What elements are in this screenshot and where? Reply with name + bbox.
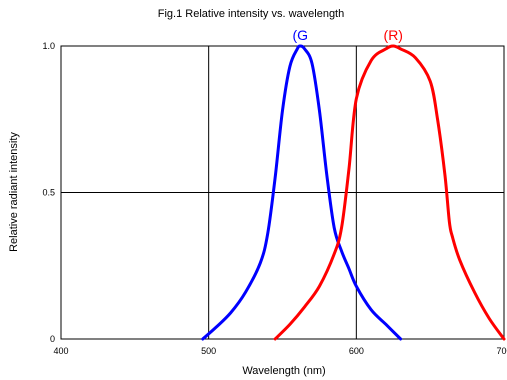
x-tick-label: 500 (201, 346, 216, 356)
y-tick-labels: 0 0.5 1.0 (42, 41, 55, 344)
x-tick-labels: 400 500 600 700 (53, 346, 507, 356)
series-label-r: (R) (384, 27, 403, 43)
series-line-r (273, 44, 506, 341)
x-tick-label: 400 (53, 346, 68, 356)
series-layer (201, 44, 506, 341)
plot-frame (60, 45, 505, 340)
x-axis-label: Wavelength (nm) (242, 365, 325, 377)
y-tick-label: 0.5 (42, 188, 55, 198)
y-tick-label: 1.0 (42, 41, 55, 51)
grid (61, 46, 504, 339)
x-tick-label: 700 (496, 346, 507, 356)
chart-title: Fig.1 Relative intensity vs. wavelength (158, 8, 344, 20)
x-tick-label: 600 (349, 346, 364, 356)
y-tick-label: 0 (50, 334, 55, 344)
series-line-g (201, 44, 403, 341)
y-axis-label: Relative radiant intensity (8, 132, 20, 252)
series-label-g: (G (292, 27, 308, 43)
series-labels: (G (R) (292, 27, 403, 43)
